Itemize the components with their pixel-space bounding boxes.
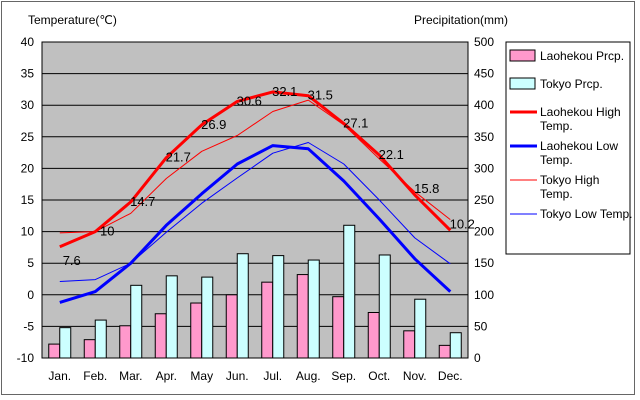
precipitation-bars [48,224,462,359]
legend-label: Laohekou High Temp. [540,105,621,133]
series-line [59,142,451,282]
x-tick-label: Jul. [263,369,282,383]
bar [190,302,203,359]
right-tick-label: 50 [474,319,488,333]
legend-label: Laohekou Low Temp. [540,139,618,167]
right-tick-label: 500 [474,35,494,49]
bar [154,313,167,359]
legend-box [505,41,631,255]
legend-label: Laohekou Prcp. [540,49,624,63]
bar [130,284,143,359]
x-tick-label: Nov. [403,369,427,383]
left-tick-label: 30 [21,98,35,112]
left-tick-label: 10 [21,225,35,239]
series-line [59,99,451,234]
legend-label: Tokyo Low Temp. [540,207,633,221]
bar [261,281,274,359]
legend-swatch [509,77,536,90]
bar [438,344,451,359]
left-tick-label: -5 [23,319,34,333]
series-line [59,144,452,304]
series-line [59,90,452,249]
left-tick-label: -10 [17,351,35,365]
data-label: 7.6 [63,253,81,268]
x-tick-label: Apr. [156,369,177,383]
x-tick-label: Dec. [438,369,463,383]
x-tick-label: Oct. [368,369,390,383]
bar [449,332,462,359]
bar [367,311,380,359]
data-label: 21.7 [166,150,191,165]
x-tick-label: Jan. [48,369,71,383]
bar [236,253,249,359]
left-tick-label: 5 [27,256,34,270]
bar [59,327,72,359]
x-tick-label: Feb. [83,369,107,383]
left-tick-label: 40 [21,35,35,49]
data-labels: 7.6 10 14.7 21.7 26.9 30.6 32.1 31.5 27.1 22.1 15.… [63,84,475,268]
left-axis-title: Temperature(℃) [28,13,117,27]
data-label: 32.1 [272,84,297,99]
right-tick-label: 450 [474,67,494,81]
legend-label: Tokyo Prcp. [540,77,603,91]
bar [414,298,427,359]
right-tick-label: 0 [474,351,481,365]
data-label: 30.6 [237,93,262,108]
bar [48,343,61,359]
data-label: 10.2 [450,216,475,231]
bar [119,325,132,359]
data-label: 10 [100,224,114,239]
bar [378,254,391,359]
x-tick-label: Sep. [331,369,356,383]
right-tick-label: 100 [474,288,494,302]
right-tick-label: 150 [474,256,494,270]
bar [272,255,285,359]
right-tick-label: 400 [474,98,494,112]
data-label: 14.7 [130,194,155,209]
right-tick-label: 350 [474,130,494,144]
gridlines [42,73,468,327]
x-tick-label: Jun. [226,369,249,383]
x-tick-label: May [190,369,213,383]
left-tick-label: 20 [21,161,35,175]
bar [94,319,107,359]
legend-swatch [509,49,536,62]
bar [403,330,416,359]
right-axis-title: Precipitation(mm) [414,13,508,27]
right-tick-label: 300 [474,161,494,175]
data-label: 31.5 [308,88,333,103]
right-tick-label: 200 [474,225,494,239]
legend: Laohekou Prcp. Tokyo Prcp. Laohekou High Te… [505,41,633,255]
temperature-lines [59,90,452,304]
legend-label: Tokyo High Temp. [540,173,599,201]
bar [225,294,238,359]
bar [343,224,356,359]
data-label: 27.1 [343,116,368,131]
data-label: 22.1 [379,147,404,162]
bar [201,276,214,359]
axis-ticks: 4035302520151050-5-105004504003503002502… [17,35,495,383]
bar [332,296,345,359]
right-tick-label: 250 [474,193,494,207]
left-tick-label: 25 [21,130,35,144]
data-label: 26.9 [201,117,226,132]
bar [165,275,178,359]
bar [296,274,309,359]
left-tick-label: 15 [21,193,35,207]
data-label: 15.8 [414,181,439,196]
bar [307,259,320,359]
x-tick-label: Mar. [119,369,142,383]
bar [83,339,96,359]
left-tick-label: 35 [21,67,35,81]
left-tick-label: 0 [27,288,34,302]
x-tick-label: Aug. [296,369,321,383]
